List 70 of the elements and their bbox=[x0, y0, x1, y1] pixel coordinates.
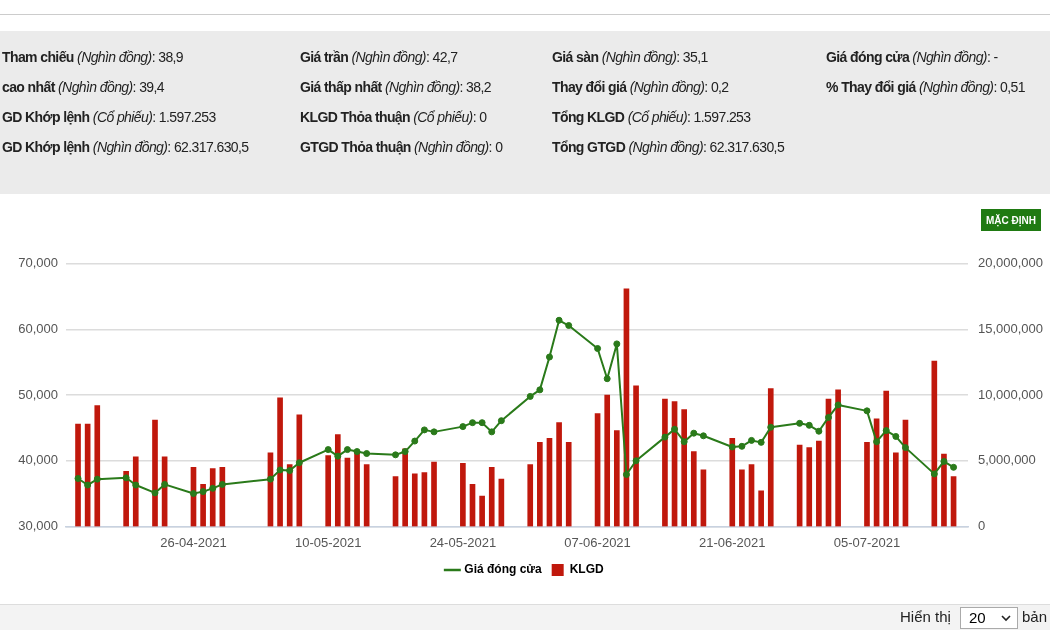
text: Tổng GTGD (Nghìn đồng): 62.317.630,5 bbox=[552, 139, 785, 155]
legend-label: Giá đóng cửa bbox=[464, 562, 543, 577]
bar bbox=[565, 442, 572, 527]
bar bbox=[690, 451, 697, 527]
y-tick-label: 30,000 bbox=[18, 517, 58, 533]
bar bbox=[132, 456, 139, 527]
bar bbox=[411, 473, 418, 527]
bar bbox=[152, 419, 158, 527]
x-tick-label: 10-05-2021 bbox=[294, 534, 362, 550]
bar bbox=[613, 430, 620, 527]
text: GD Khớp lệnh (Nghìn đồng): 62.317.630,5 bbox=[2, 139, 249, 155]
x-tick-label: 24-05-2021 bbox=[429, 534, 497, 550]
bar bbox=[816, 440, 822, 527]
bar bbox=[681, 409, 687, 527]
bar bbox=[286, 464, 293, 527]
text: Thay đổi giá (Nghìn đồng): 0,2 bbox=[552, 79, 729, 95]
text: Hiển thị bbox=[900, 608, 951, 625]
y-tick-label: 70,000 bbox=[18, 255, 58, 271]
bar bbox=[931, 360, 938, 527]
legend-label: KLGD bbox=[569, 562, 605, 577]
bar bbox=[835, 389, 841, 527]
bar bbox=[488, 466, 495, 527]
bar bbox=[460, 463, 466, 527]
bar bbox=[431, 461, 437, 527]
bar bbox=[893, 452, 899, 527]
x-tick-label: 05-07-2021 bbox=[833, 534, 901, 550]
bar bbox=[94, 405, 101, 527]
text: 20 bbox=[969, 609, 986, 626]
text: Giá thấp nhất (Nghìn đồng): 38,2 bbox=[300, 79, 491, 95]
bar bbox=[527, 464, 534, 527]
y2-tick-label: 5,000,000 bbox=[978, 452, 1036, 468]
y2-tick-label: 0 bbox=[978, 517, 986, 533]
text: Giá đóng cửa (Nghìn đồng): - bbox=[826, 49, 998, 65]
y2-tick-label: 15,000,000 bbox=[978, 321, 1044, 337]
y2-tick-label: 10,000,000 bbox=[978, 386, 1044, 402]
text: % Thay đổi giá (Nghìn đồng): 0,51 bbox=[826, 79, 1025, 95]
text: Tham chiếu (Nghìn đồng): 38,9 bbox=[2, 49, 184, 65]
bar bbox=[883, 390, 890, 527]
bar bbox=[75, 423, 81, 527]
text: KLGD Thỏa thuận (Cổ phiếu): 0 bbox=[300, 109, 487, 125]
bar bbox=[767, 388, 774, 527]
y-tick-label: 50,000 bbox=[18, 386, 58, 402]
bar bbox=[479, 495, 485, 527]
text: Tổng KLGD (Cổ phiếu): 1.597.253 bbox=[552, 109, 751, 125]
y-tick-label: 40,000 bbox=[18, 452, 58, 468]
text: Giá trần (Nghìn đồng): 42,7 bbox=[300, 49, 458, 65]
bar bbox=[537, 442, 543, 527]
bar bbox=[729, 438, 736, 527]
bar bbox=[739, 469, 745, 527]
bar bbox=[334, 434, 341, 527]
bar bbox=[604, 394, 611, 527]
x-tick-label: 07-06-2021 bbox=[564, 534, 631, 550]
y2-tick-label: 20,000,000 bbox=[978, 255, 1044, 271]
bar bbox=[556, 422, 562, 527]
x-tick-label: 26-04-2021 bbox=[160, 534, 227, 550]
bar bbox=[662, 398, 668, 527]
bar bbox=[277, 397, 283, 527]
text: cao nhất (Nghìn đồng): 39,4 bbox=[2, 79, 165, 95]
text: Giá sàn (Nghìn đồng): 35,1 bbox=[552, 49, 708, 65]
x-tick-label: 21-06-2021 bbox=[699, 534, 766, 550]
bar bbox=[633, 385, 639, 527]
text: MẶC ĐỊNH bbox=[981, 209, 1041, 231]
text: GTGD Thỏa thuận (Nghìn đồng): 0 bbox=[300, 139, 503, 155]
bar bbox=[296, 414, 303, 527]
bar bbox=[758, 490, 764, 527]
text: GD Khớp lệnh (Cổ phiếu): 1.597.253 bbox=[2, 109, 216, 125]
bar bbox=[864, 442, 870, 527]
bar bbox=[806, 447, 813, 527]
y-tick-label: 60,000 bbox=[18, 321, 58, 337]
text: bản bbox=[1022, 608, 1048, 625]
